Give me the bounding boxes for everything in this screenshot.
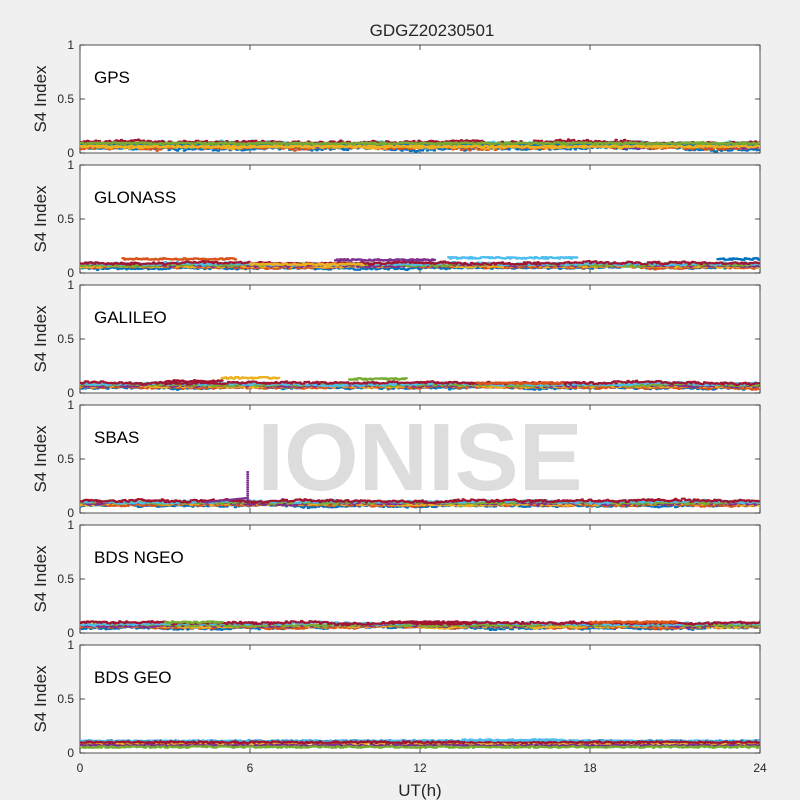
y-tick-label: 1 [67,638,74,652]
y-tick-label: 0.5 [57,212,74,226]
y-tick-label: 1 [67,278,74,292]
y-axis-label: S4 Index [31,65,50,133]
y-tick-label: 0.5 [57,332,74,346]
panel-axes-box [79,164,761,274]
y-axis-label: S4 Index [31,425,50,493]
series-track [333,258,437,262]
series-track [163,379,224,384]
x-tick-label: 12 [413,761,427,775]
series-track [716,257,760,261]
panel-bds-ngeo: 0 0.5 1 S4 Index BDS NGEO [31,518,761,640]
series-track [447,255,579,260]
chart-title: GDGZ20230501 [370,21,495,40]
panel-bds-geo: 0 0.5 1 S4 Index BDS GEO [31,638,761,760]
series-track [588,620,678,625]
y-tick-label: 1 [67,38,74,52]
panel-name-label: GALILEO [94,308,167,327]
x-axis-label: UT(h) [398,781,441,800]
panel-axes-box [79,644,761,754]
series-scatter [80,745,760,749]
panel-sbas: 0 0.5 1 S4 Index SBAS [31,398,761,520]
x-axis: 0 6 12 18 24 [77,761,767,775]
series-track [80,141,760,146]
panel-axes-box [79,404,761,514]
series-track [348,377,408,381]
panel-name-label: BDS GEO [94,668,171,687]
y-tick-label: 1 [67,398,74,412]
y-axis-label: S4 Index [31,665,50,733]
panel-axes-box [79,524,761,634]
panel-glonass: 0 0.5 1 S4 Index GLONASS [31,158,761,280]
watermark-text: IONISE [257,404,582,511]
data-points [80,255,760,271]
series-track [80,144,760,149]
series-track [475,381,565,386]
series-spike [203,471,250,504]
panel-name-label: GLONASS [94,188,176,207]
y-tick-label: 0 [67,626,74,640]
y-tick-label: 0 [67,746,74,760]
y-axis-label: S4 Index [31,545,50,613]
data-points [80,619,760,631]
data-points [80,471,760,510]
x-tick-label: 18 [583,761,597,775]
series-track [248,262,365,267]
y-tick-label: 1 [67,518,74,532]
series-track [461,738,564,742]
series-scatter [80,740,760,745]
y-tick-label: 0 [67,506,74,520]
series-track [163,620,224,625]
panel-name-label: BDS NGEO [94,548,184,567]
x-tick-label: 24 [753,761,767,775]
y-tick-label: 0.5 [57,452,74,466]
panel-name-label: SBAS [94,428,139,447]
y-axis-label: S4 Index [31,185,50,253]
y-tick-label: 1 [67,158,74,172]
panel-axes-box [79,284,761,394]
panels-layer: 0 0.5 1 S4 Index GPS 0 0.5 1 S4 Index GLONASS 0 0.5… [31,38,761,760]
y-tick-label: 0.5 [57,692,74,706]
y-axis-label: S4 Index [31,305,50,373]
series-track [390,620,478,625]
data-points [80,138,760,153]
y-tick-label: 0 [67,386,74,400]
data-points [80,738,760,749]
y-tick-label: 0.5 [57,92,74,106]
data-points [80,375,760,391]
series-scatter [80,497,760,504]
y-tick-label: 0.5 [57,572,74,586]
series-track [220,375,281,380]
panel-galileo: 0 0.5 1 S4 Index GALILEO [31,278,761,400]
x-tick-label: 0 [77,761,84,775]
panel-gps: 0 0.5 1 S4 Index GPS [31,38,761,160]
panel-name-label: GPS [94,68,130,87]
y-tick-label: 0 [67,146,74,160]
panel-axes-box [79,44,761,154]
series-track [121,257,238,261]
y-tick-label: 0 [67,266,74,280]
x-tick-label: 6 [247,761,254,775]
